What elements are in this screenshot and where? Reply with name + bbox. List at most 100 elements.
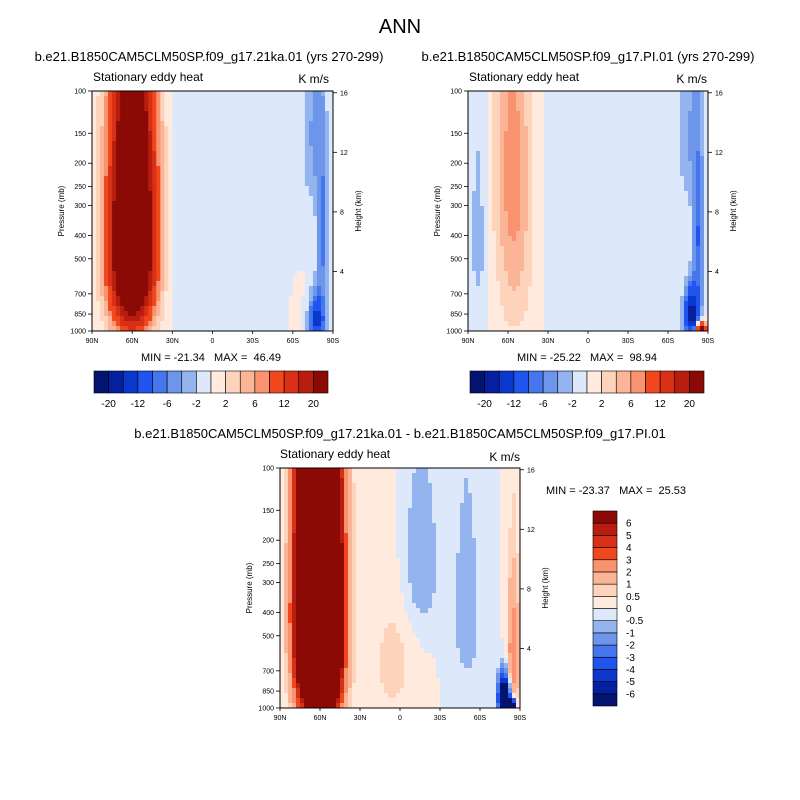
contour-cell <box>480 246 485 252</box>
contour-cell <box>688 91 693 97</box>
contour-cell <box>328 321 334 327</box>
contour-cell <box>260 296 266 302</box>
contour-cell <box>492 191 497 197</box>
contour-cell <box>268 171 274 177</box>
contour-cell <box>504 216 509 222</box>
contour-cell <box>700 216 705 222</box>
contour-cell <box>648 161 653 167</box>
contour-cell <box>240 256 246 262</box>
contour-cell <box>168 296 173 302</box>
contour-cell <box>312 141 318 147</box>
contour-cell <box>140 306 145 312</box>
contour-cell <box>288 96 294 102</box>
contour-cell <box>268 301 274 307</box>
contour-cell <box>240 151 246 157</box>
contour-cell <box>532 121 537 127</box>
contour-cell <box>244 321 250 327</box>
contour-cell <box>116 241 121 247</box>
contour-cell <box>112 131 117 137</box>
contour-cell <box>648 156 653 162</box>
contour-cell <box>624 191 629 197</box>
contour-cell <box>684 126 689 132</box>
contour-cell <box>156 286 161 292</box>
contour-cell <box>572 161 577 167</box>
contour-cell <box>140 321 145 327</box>
contour-cell <box>92 161 97 167</box>
contour-cell <box>328 296 334 302</box>
contour-cell <box>588 121 593 127</box>
contour-cell <box>560 106 565 112</box>
contour-cell <box>628 106 633 112</box>
contour-cell <box>660 106 665 112</box>
contour-cell <box>92 276 97 282</box>
contour-cell <box>692 181 697 187</box>
contour-cell <box>228 126 233 132</box>
contour-cell <box>228 246 233 252</box>
contour-cell <box>232 116 237 122</box>
contour-cell <box>672 156 677 162</box>
contour-cell <box>692 211 697 217</box>
contour-cell <box>544 101 549 107</box>
contour-cell <box>684 96 689 102</box>
contour-cell <box>144 121 149 127</box>
contour-cell <box>628 171 633 177</box>
contour-cell <box>536 246 541 252</box>
contour-cell <box>572 186 577 192</box>
contour-cell <box>472 156 477 162</box>
contour-cell <box>696 236 701 242</box>
contour-cell <box>652 206 657 212</box>
contour-cell <box>140 281 145 287</box>
contour-cell <box>672 251 677 257</box>
contour-cell <box>584 136 589 142</box>
contour-cell <box>112 256 117 262</box>
contour-cell <box>236 131 242 137</box>
contour-cell <box>484 211 489 217</box>
contour-cell <box>156 326 161 332</box>
contour-cell <box>212 261 217 267</box>
contour-cell <box>700 231 705 237</box>
contour-cell <box>580 196 585 202</box>
contour-cell <box>244 236 250 242</box>
contour-cell <box>112 236 117 242</box>
contour-cell <box>264 161 270 167</box>
contour-cell <box>176 256 181 262</box>
contour-cell <box>624 116 629 122</box>
contour-cell <box>600 91 605 97</box>
contour-cell <box>568 101 573 107</box>
contour-cell <box>600 216 605 222</box>
contour-cell <box>692 216 697 222</box>
contour-cell <box>100 291 105 297</box>
contour-cell <box>176 301 181 307</box>
contour-cell <box>580 111 585 117</box>
contour-cell <box>520 91 525 97</box>
contour-cell <box>240 236 246 242</box>
contour-cell <box>564 176 569 182</box>
contour-cell <box>324 211 330 217</box>
contour-cell <box>664 246 669 252</box>
contour-cell <box>224 141 229 147</box>
contour-cell <box>468 131 473 137</box>
contour-cell <box>108 131 113 137</box>
contour-cell <box>232 276 237 282</box>
contour-cell <box>104 141 109 147</box>
contour-cell <box>480 256 485 262</box>
contour-cell <box>228 256 233 262</box>
contour-cell <box>608 151 613 157</box>
contour-cell <box>500 256 505 262</box>
contour-cell <box>200 301 205 307</box>
contour-cell <box>532 151 537 157</box>
contour-cell <box>612 181 617 187</box>
contour-cell <box>204 196 209 202</box>
contour-cell <box>300 121 306 127</box>
contour-cell <box>632 161 637 167</box>
contour-cell <box>616 206 621 212</box>
contour-cell <box>200 226 205 232</box>
contour-cell <box>160 171 165 177</box>
contour-cell <box>124 216 129 222</box>
contour-cell <box>168 161 173 167</box>
contour-cell <box>100 201 105 207</box>
contour-cell <box>256 206 262 212</box>
contour-cell <box>316 106 322 112</box>
contour-cell <box>648 251 653 257</box>
contour-cell <box>312 236 318 242</box>
